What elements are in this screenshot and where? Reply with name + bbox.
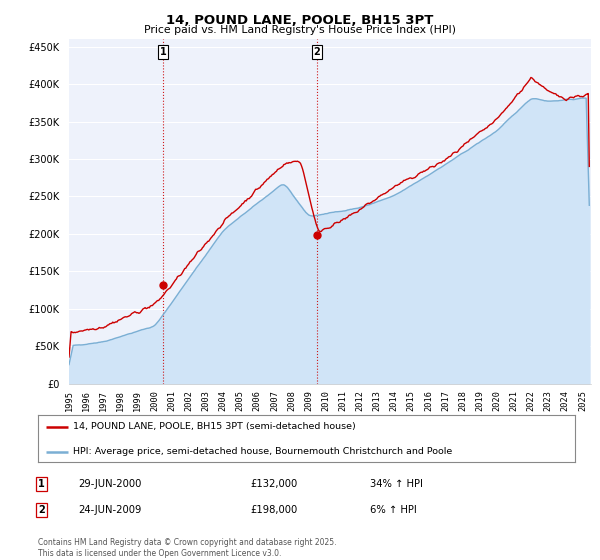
- Text: 6% ↑ HPI: 6% ↑ HPI: [370, 505, 417, 515]
- Text: HPI: Average price, semi-detached house, Bournemouth Christchurch and Poole: HPI: Average price, semi-detached house,…: [73, 447, 452, 456]
- Text: Price paid vs. HM Land Registry's House Price Index (HPI): Price paid vs. HM Land Registry's House …: [144, 25, 456, 35]
- Text: £198,000: £198,000: [250, 505, 297, 515]
- Text: 24-JUN-2009: 24-JUN-2009: [78, 505, 142, 515]
- Text: 2: 2: [38, 505, 45, 515]
- Text: 14, POUND LANE, POOLE, BH15 3PT: 14, POUND LANE, POOLE, BH15 3PT: [166, 14, 434, 27]
- Text: £132,000: £132,000: [250, 479, 297, 489]
- Text: Contains HM Land Registry data © Crown copyright and database right 2025.: Contains HM Land Registry data © Crown c…: [38, 538, 337, 547]
- Text: 1: 1: [160, 47, 166, 57]
- Text: 34% ↑ HPI: 34% ↑ HPI: [370, 479, 423, 489]
- Text: This data is licensed under the Open Government Licence v3.0.: This data is licensed under the Open Gov…: [38, 549, 281, 558]
- Text: 1: 1: [38, 479, 45, 489]
- Text: 29-JUN-2000: 29-JUN-2000: [78, 479, 142, 489]
- Text: 2: 2: [313, 47, 320, 57]
- Text: 14, POUND LANE, POOLE, BH15 3PT (semi-detached house): 14, POUND LANE, POOLE, BH15 3PT (semi-de…: [73, 422, 356, 431]
